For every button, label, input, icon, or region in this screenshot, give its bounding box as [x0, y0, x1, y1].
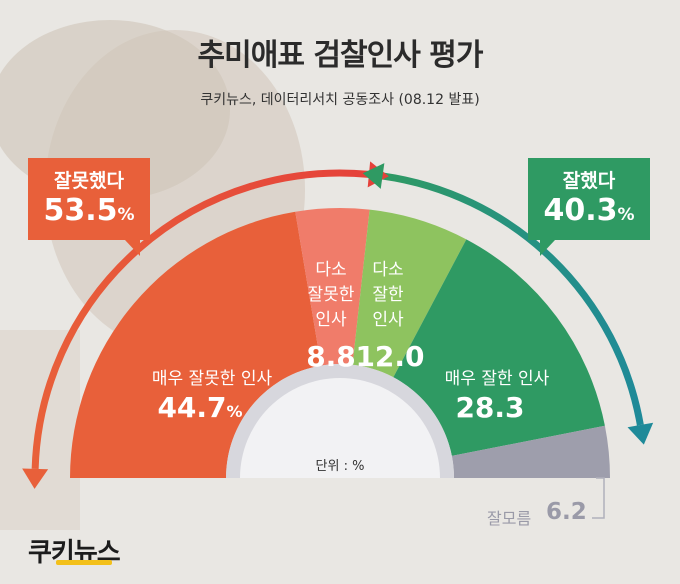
segment-somewhat-negative: [295, 208, 370, 366]
segment-somewhat-positive: [352, 209, 467, 378]
positive-callout: 잘했다 40.3%: [528, 158, 650, 240]
negative-callout-unit: %: [117, 205, 135, 225]
negative-arrow-head-left: [22, 468, 49, 489]
segment-dont-know: [451, 425, 610, 478]
chart-subtitle: 쿠키뉴스, 데이터리서치 공동조사 (08.12 발표): [200, 92, 480, 108]
label-somewhat-positive-line1: 다소: [372, 260, 403, 280]
negative-callout-value: 53.5: [43, 193, 118, 228]
center-hole: [240, 378, 440, 478]
segment-very-negative: [70, 211, 322, 478]
dont-know-label: 잘모름: [487, 509, 532, 528]
label-somewhat-positive-line3: 인사: [372, 310, 404, 330]
dont-know-value: 6.2: [546, 499, 587, 525]
label-very-negative: 매우 잘못한 인사: [152, 369, 273, 389]
chart-title: 추미애표 검찰인사 평가: [197, 38, 484, 73]
positive-callout-unit: %: [617, 205, 635, 225]
value-somewhat-positive: 12.0: [355, 340, 424, 373]
dont-know-leader: [592, 477, 605, 519]
segment-very-positive: [393, 239, 605, 456]
positive-callout-tail: [540, 240, 555, 256]
negative-callout-label: 잘못했다: [54, 170, 124, 192]
label-somewhat-negative-line3: 인사: [315, 310, 347, 330]
positive-callout-value-line: 40.3%: [528, 193, 650, 233]
negative-callout-value-line: 53.5%: [28, 193, 150, 233]
label-somewhat-negative-line2: 잘못한: [308, 285, 355, 305]
unit-label: 단위 : %: [315, 459, 365, 474]
positive-arrow-arc: [382, 172, 644, 426]
positive-arrow-head-left: [362, 163, 385, 189]
label-somewhat-positive-line2: 잘한: [372, 285, 404, 305]
positive-callout-value: 40.3: [543, 193, 618, 228]
negative-callout: 잘못했다 53.5%: [28, 158, 150, 240]
logo-underline: [56, 560, 112, 565]
value-somewhat-negative: 8.8: [306, 340, 356, 373]
positive-callout-label: 잘했다: [562, 170, 616, 192]
negative-callout-tail: [125, 240, 140, 256]
positive-arrow-head-right: [627, 422, 654, 445]
label-somewhat-negative-line1: 다소: [315, 260, 346, 280]
label-very-positive: 매우 잘한 인사: [445, 369, 550, 389]
value-very-positive: 28.3: [455, 391, 524, 424]
